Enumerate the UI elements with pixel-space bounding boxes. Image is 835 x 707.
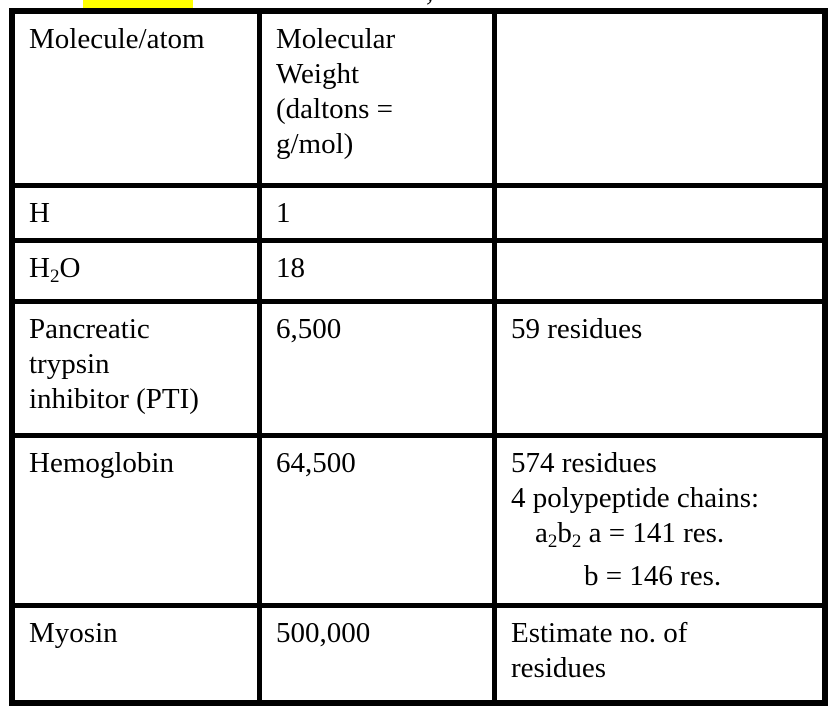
cell-molecule: Pancreatic trypsin inhibitor (PTI) <box>15 304 257 433</box>
text-run: b <box>557 517 572 549</box>
cell-line: trypsin <box>29 347 249 382</box>
cell-line: Pancreatic <box>29 312 249 347</box>
cell-line: b = 146 res. <box>511 559 814 594</box>
cell-molecule: H2O <box>15 243 257 299</box>
cell-line: Molecular <box>276 22 484 57</box>
text-run: Estimate no. of <box>511 617 688 649</box>
text-run: inhibitor (PTI) <box>29 383 199 415</box>
cell-molecule: Molecule/atom <box>15 14 257 183</box>
text-run: a = 141 res. <box>581 517 725 549</box>
text-run: residues <box>511 652 607 684</box>
table-row: Myosin 500,000 Estimate no. of residues <box>15 608 822 700</box>
text-run: b = 146 res. <box>584 560 722 592</box>
highlight-mark <box>83 0 193 9</box>
cell-weight: 500,000 <box>262 608 492 700</box>
subscript-text: 2 <box>571 531 582 552</box>
text-run: 59 residues <box>511 313 643 345</box>
cell-weight: 64,500 <box>262 438 492 603</box>
cell-line: Molecule/atom <box>29 22 249 57</box>
cell-line: 4 polypeptide chains: <box>511 481 814 516</box>
cell-molecule: Myosin <box>15 608 257 700</box>
text-run: a <box>535 517 548 549</box>
cell-line: Weight <box>276 57 484 92</box>
table-row: Pancreatic trypsin inhibitor (PTI) 6,500 5… <box>15 304 822 433</box>
cell-line: 500,000 <box>276 616 484 651</box>
table-row: H2O 18 <box>15 243 822 299</box>
cell-line: g/mol) <box>276 127 484 162</box>
cell-line: H2O <box>29 251 249 294</box>
text-run: 6,500 <box>276 313 342 345</box>
cutoff-text-artifact: , <box>426 0 434 8</box>
cell-weight: 1 <box>262 188 492 238</box>
cell-notes: 59 residues <box>497 304 822 433</box>
text-run: Pancreatic <box>29 313 150 345</box>
cell-notes <box>497 188 822 238</box>
cell-line: inhibitor (PTI) <box>29 382 249 417</box>
cell-molecule: Hemoglobin <box>15 438 257 603</box>
text-run: 574 residues <box>511 447 657 479</box>
cell-notes: Estimate no. of residues <box>497 608 822 700</box>
text-run: 64,500 <box>276 447 356 479</box>
cell-notes <box>497 14 822 183</box>
text-run: 4 polypeptide chains: <box>511 482 760 514</box>
text-run: 500,000 <box>276 617 371 649</box>
molecular-weight-table: Molecule/atom Molecular Weight (daltons = g… <box>9 8 828 706</box>
cell-line: 574 residues <box>511 446 814 481</box>
text-run: Molecular <box>276 23 396 55</box>
text-run: 1 <box>276 197 291 229</box>
cell-line: residues <box>511 651 814 686</box>
cell-weight: 18 <box>262 243 492 299</box>
text-run: H <box>29 197 50 229</box>
cell-line: Hemoglobin <box>29 446 249 481</box>
text-run: Myosin <box>29 617 118 649</box>
cell-line: Myosin <box>29 616 249 651</box>
cell-line: 1 <box>276 196 484 231</box>
text-run: Weight <box>276 58 360 90</box>
table-header-row: Molecule/atom Molecular Weight (daltons = g… <box>15 14 822 183</box>
cell-notes <box>497 243 822 299</box>
text-run: Hemoglobin <box>29 447 174 479</box>
text-run: (daltons = <box>276 93 394 125</box>
cell-molecule: H <box>15 188 257 238</box>
cell-line: H <box>29 196 249 231</box>
text-run: g/mol) <box>276 128 354 160</box>
table-row: H 1 <box>15 188 822 238</box>
cell-line: 59 residues <box>511 312 814 347</box>
cell-weight: 6,500 <box>262 304 492 433</box>
cell-line: a2b2 a = 141 res. <box>511 516 814 559</box>
text-run: trypsin <box>29 348 110 380</box>
subscript-text: 2 <box>49 266 60 287</box>
cell-line: 6,500 <box>276 312 484 347</box>
cell-line: 64,500 <box>276 446 484 481</box>
table-row: Hemoglobin 64,500 574 residues 4 polypept… <box>15 438 822 603</box>
cell-notes: 574 residues 4 polypeptide chains: a2b2 a … <box>497 438 822 603</box>
text-run: Molecule/atom <box>29 23 205 55</box>
text-run: 18 <box>276 252 305 284</box>
subscript-text: 2 <box>547 531 558 552</box>
text-run: O <box>59 252 81 284</box>
cell-line: Estimate no. of <box>511 616 814 651</box>
cell-line: (daltons = <box>276 92 484 127</box>
cell-line: 18 <box>276 251 484 286</box>
text-run: H <box>29 252 50 284</box>
cell-weight: Molecular Weight (daltons = g/mol) <box>262 14 492 183</box>
